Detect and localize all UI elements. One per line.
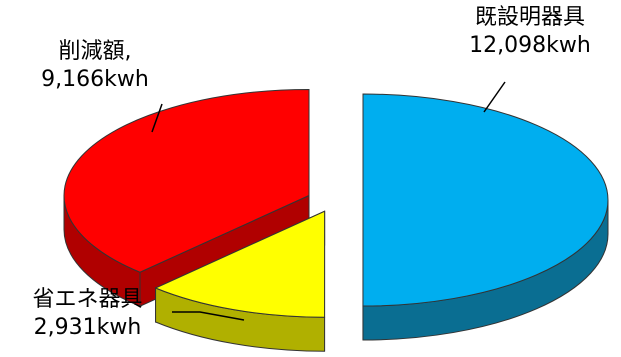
slice-existing [363,94,608,340]
data-label-reduction-separator: , [125,39,132,64]
data-label-existing: 既設明器具 12,098kwh [440,4,620,60]
data-label-existing-category: 既設明器具 [440,4,620,32]
data-label-reduction-line1: 削減額, [10,38,180,66]
data-label-saving-value: 2,931kwh [0,314,175,342]
data-label-reduction-category: 削減額 [58,39,124,64]
data-label-reduction-value: 9,166kwh [10,66,180,94]
data-label-existing-value: 12,098kwh [440,32,620,60]
leader-line-existing [484,82,505,112]
data-label-saving: 省エネ器具 2,931kwh [0,286,175,342]
data-label-reduction: 削減額, 9,166kwh [10,38,180,94]
data-label-saving-category: 省エネ器具 [0,286,175,314]
